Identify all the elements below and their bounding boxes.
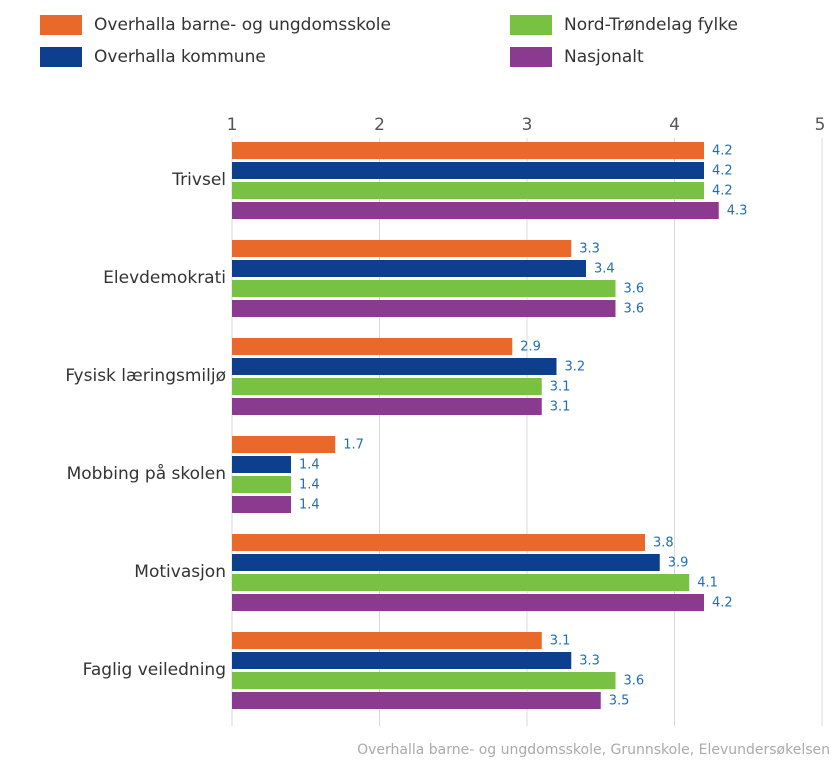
bar: [232, 692, 601, 709]
value-label: 4.2: [712, 144, 733, 159]
bar: [232, 496, 291, 513]
value-label: 3.3: [579, 654, 600, 669]
bar: [232, 534, 645, 551]
value-label: 3.6: [624, 282, 645, 297]
bar: [232, 182, 704, 199]
y-tick-label: Fysisk læringsmiljø: [65, 366, 226, 386]
value-label: 3.6: [624, 302, 645, 317]
value-label: 1.4: [299, 478, 320, 493]
x-tick-label: 4: [669, 115, 680, 135]
bar: [232, 260, 586, 277]
value-label: 3.1: [550, 634, 571, 649]
x-tick-label: 5: [815, 115, 826, 135]
y-tick-label: Motivasjon: [134, 562, 226, 582]
y-tick-label: Mobbing på skolen: [67, 463, 226, 484]
bar: [232, 338, 513, 355]
bar: [232, 672, 616, 689]
value-label: 4.3: [727, 204, 748, 219]
bar: [232, 574, 690, 591]
value-label: 3.3: [579, 242, 600, 257]
bar: [232, 456, 291, 473]
bar: [232, 436, 336, 453]
bar: [232, 554, 660, 571]
y-tick-label: Faglig veiledning: [83, 660, 226, 680]
x-tick-label: 2: [374, 115, 385, 135]
bar: [232, 162, 704, 179]
value-label: 2.9: [520, 340, 541, 355]
value-label: 3.1: [550, 400, 571, 415]
value-label: 4.2: [712, 184, 733, 199]
legend-label: Nord-Trøndelag fylke: [564, 15, 738, 35]
value-label: 3.2: [565, 360, 586, 375]
value-label: 3.1: [550, 380, 571, 395]
bar: [232, 476, 291, 493]
footnote: Overhalla barne- og ungdomsskole, Grunns…: [357, 742, 830, 758]
bar: [232, 358, 557, 375]
legend-label: Overhalla barne- og ungdomsskole: [94, 15, 391, 35]
value-label: 3.8: [653, 536, 674, 551]
value-label: 4.2: [712, 596, 733, 611]
bar: [232, 594, 704, 611]
legend-label: Overhalla kommune: [94, 47, 266, 67]
bar: [232, 652, 572, 669]
value-label: 1.4: [299, 498, 320, 513]
bar: [232, 142, 704, 159]
value-label: 1.7: [343, 438, 364, 453]
value-label: 3.4: [594, 262, 615, 277]
x-tick-label: 3: [522, 115, 533, 135]
value-label: 3.9: [668, 556, 689, 571]
y-tick-label: Elevdemokrati: [103, 268, 226, 288]
legend-swatch: [40, 47, 82, 67]
y-tick-label: Trivsel: [171, 170, 226, 190]
bar: [232, 240, 572, 257]
bar: [232, 398, 542, 415]
value-label: 3.5: [609, 694, 630, 709]
legend-label: Nasjonalt: [564, 47, 644, 67]
bar: [232, 378, 542, 395]
value-label: 1.4: [299, 458, 320, 473]
bar: [232, 280, 616, 297]
bar: [232, 202, 719, 219]
legend-swatch: [40, 15, 82, 35]
value-label: 4.2: [712, 164, 733, 179]
x-tick-label: 1: [227, 115, 238, 135]
legend-swatch: [510, 15, 552, 35]
bar: [232, 300, 616, 317]
bar: [232, 632, 542, 649]
value-label: 4.1: [697, 576, 718, 591]
legend-swatch: [510, 47, 552, 67]
value-label: 3.6: [624, 674, 645, 689]
